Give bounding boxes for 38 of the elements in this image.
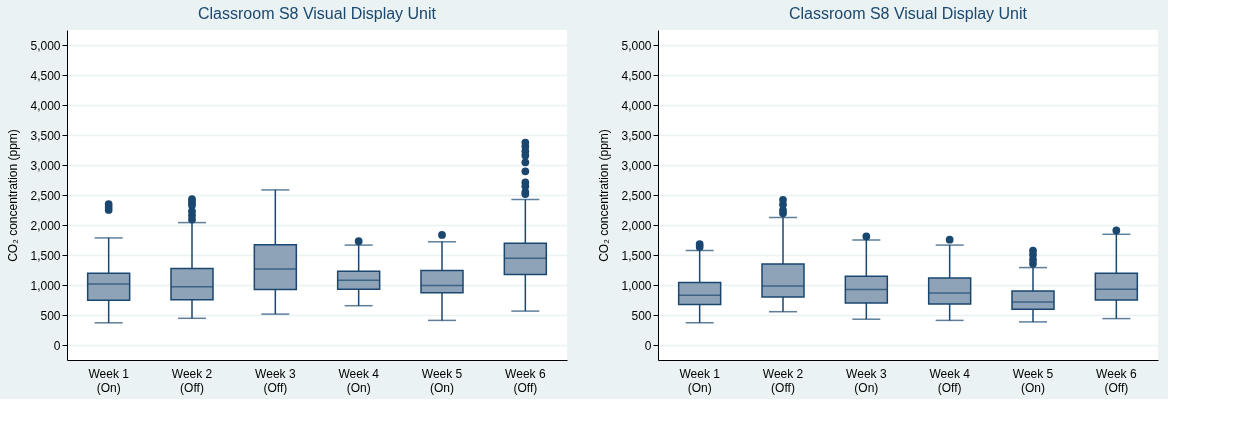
y-tick-label: 1,000	[30, 278, 61, 293]
x-tick-label: Week 3 (On)	[846, 366, 887, 395]
y-tick-label: 0	[644, 338, 652, 353]
x-tick-label: Week 3 (Off)	[255, 366, 296, 395]
y-tick-label: 3,000	[30, 158, 61, 173]
y-tick-label: 2,000	[621, 218, 652, 233]
x-tick-label: Week 6 (Off)	[1096, 366, 1137, 395]
y-tick-label: 5,000	[30, 38, 61, 53]
y-tick-label: 5,000	[621, 38, 652, 53]
y-axis-title: CO₂ concentration (ppm)	[597, 129, 612, 262]
y-tick-label: 3,500	[621, 128, 652, 143]
y-tick-label: 1,500	[621, 248, 652, 263]
x-tick-label: Week 5 (On)	[1012, 366, 1054, 395]
y-tick-label: 2,000	[30, 218, 61, 233]
y-tick-label: 4,500	[621, 68, 652, 83]
y-tick-label: 500	[631, 308, 652, 323]
y-tick-label: 2,500	[621, 188, 652, 203]
y-axis-title: CO₂ concentration (ppm)	[6, 129, 21, 262]
y-tick-label: 4,500	[30, 68, 61, 83]
y-tick-label: 4,000	[30, 98, 61, 113]
chart-title: Classroom S8 Visual Display Unit	[197, 5, 437, 22]
x-tick-label: Week 6 (Off)	[505, 366, 546, 395]
y-tick-label: 2,500	[30, 188, 61, 203]
y-tick-label: 0	[53, 338, 61, 353]
y-tick-label: 1,500	[30, 248, 61, 263]
x-tick-label: Week 4 (Off)	[929, 366, 971, 395]
x-tick-label: Week 1 (On)	[679, 366, 721, 395]
x-tick-label: Week 5 (On)	[421, 366, 463, 395]
x-tick-label: Week 2 (Off)	[762, 366, 804, 395]
y-tick-label: 4,000	[621, 98, 652, 113]
y-tick-label: 1,000	[621, 278, 652, 293]
x-tick-label: Week 1 (On)	[88, 366, 130, 395]
chart-title: Classroom S8 Visual Display Unit	[788, 5, 1028, 22]
y-tick-label: 3,000	[621, 158, 652, 173]
y-tick-label: 3,500	[30, 128, 61, 143]
y-tick-label: 500	[40, 308, 61, 323]
x-tick-label: Week 2 (Off)	[171, 366, 213, 395]
x-tick-label: Week 4 (On)	[338, 366, 380, 395]
